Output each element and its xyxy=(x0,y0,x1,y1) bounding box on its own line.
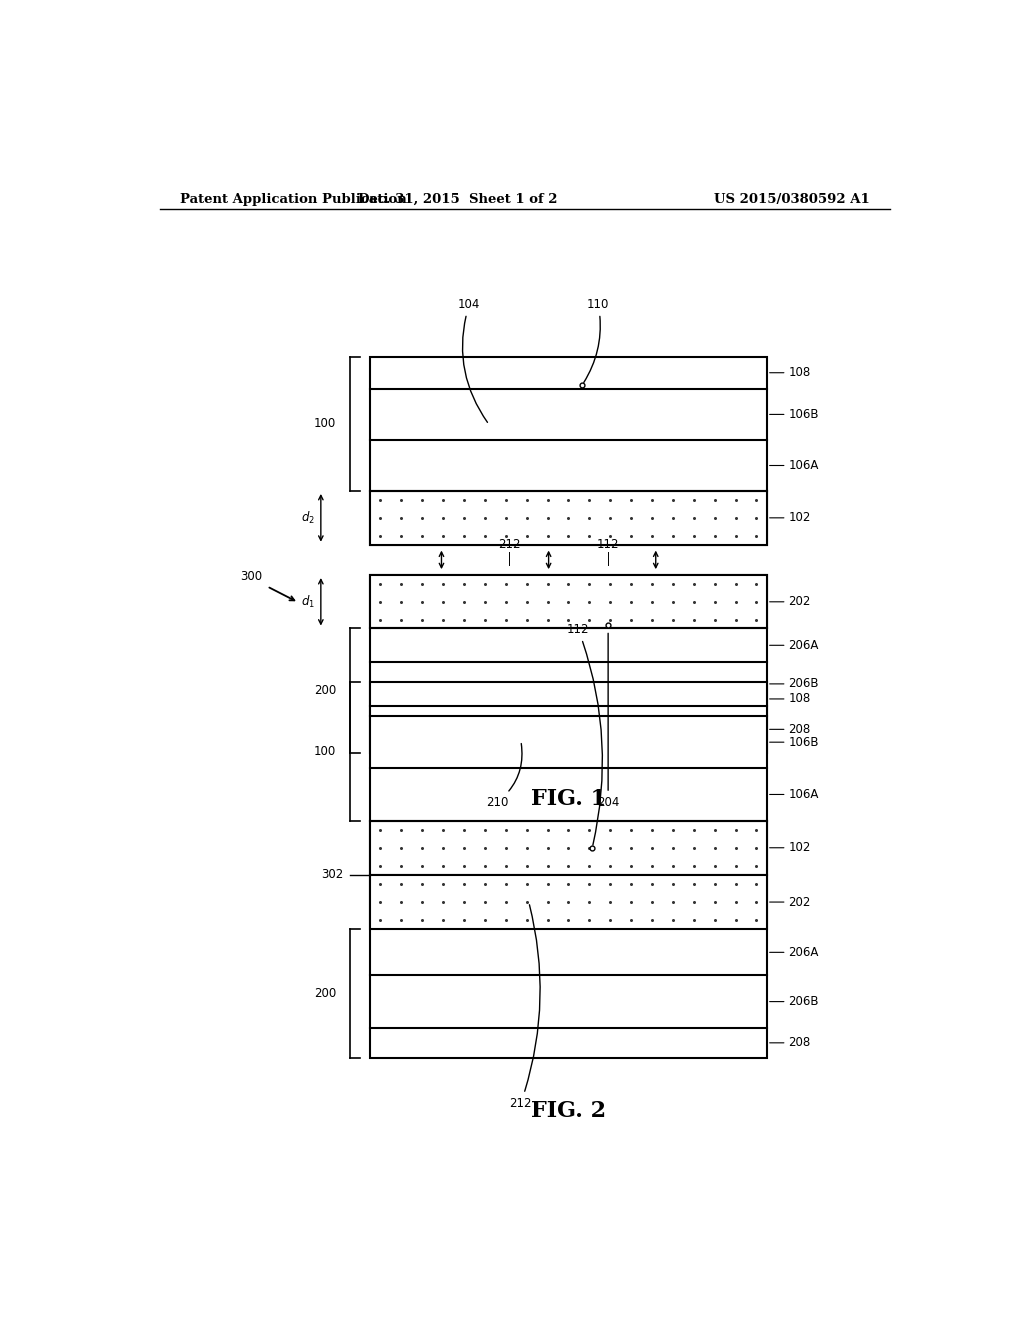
Bar xyxy=(370,491,767,545)
Text: 206B: 206B xyxy=(788,995,819,1008)
Text: 206A: 206A xyxy=(788,946,818,958)
Text: 106A: 106A xyxy=(788,788,818,801)
Text: 102: 102 xyxy=(788,841,811,854)
Text: 300: 300 xyxy=(240,570,262,583)
Text: 112: 112 xyxy=(567,623,602,845)
Text: US 2015/0380592 A1: US 2015/0380592 A1 xyxy=(715,193,870,206)
Bar xyxy=(370,682,767,1057)
Text: Patent Application Publication: Patent Application Publication xyxy=(179,193,407,206)
Text: 200: 200 xyxy=(313,987,336,1001)
Text: 302: 302 xyxy=(322,869,344,882)
Text: 204: 204 xyxy=(597,634,620,809)
Text: 108: 108 xyxy=(788,693,811,705)
Bar xyxy=(370,356,767,545)
Text: 106B: 106B xyxy=(788,408,819,421)
Text: FIG. 2: FIG. 2 xyxy=(530,1100,606,1122)
Bar xyxy=(370,576,767,752)
Text: 110: 110 xyxy=(584,298,609,383)
Text: 106B: 106B xyxy=(788,735,819,748)
Text: 100: 100 xyxy=(313,417,336,430)
Text: 206A: 206A xyxy=(788,639,818,652)
Text: 210: 210 xyxy=(485,743,522,809)
Text: 206B: 206B xyxy=(788,677,819,690)
Text: 112: 112 xyxy=(597,537,620,550)
Text: FIG. 1: FIG. 1 xyxy=(530,788,606,809)
Text: $d_2$: $d_2$ xyxy=(301,510,314,525)
Text: 100: 100 xyxy=(313,744,336,758)
Text: $d_1$: $d_1$ xyxy=(301,594,314,610)
Bar xyxy=(370,576,767,628)
Text: 106A: 106A xyxy=(788,459,818,473)
Text: 108: 108 xyxy=(788,366,811,379)
Text: Dec. 31, 2015  Sheet 1 of 2: Dec. 31, 2015 Sheet 1 of 2 xyxy=(357,193,557,206)
Text: 208: 208 xyxy=(788,1036,811,1049)
Bar xyxy=(370,821,767,875)
Text: 202: 202 xyxy=(788,895,811,908)
Text: 104: 104 xyxy=(458,298,487,422)
Text: 202: 202 xyxy=(788,595,811,609)
Bar xyxy=(370,875,767,929)
Text: 102: 102 xyxy=(788,511,811,524)
Text: 212: 212 xyxy=(510,904,540,1110)
Text: 208: 208 xyxy=(788,723,811,735)
Text: 212: 212 xyxy=(498,537,520,550)
Text: 200: 200 xyxy=(313,684,336,697)
